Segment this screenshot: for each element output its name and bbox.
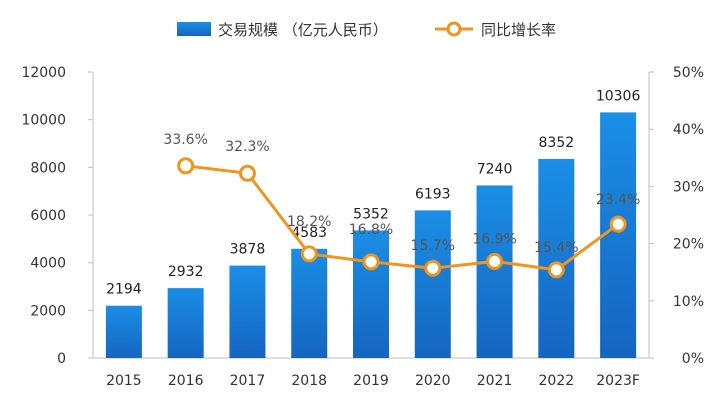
legend-line-label: 同比增长率 <box>481 21 556 39</box>
y-left-tick-label: 4000 <box>30 256 66 272</box>
growth-rate-point <box>424 259 442 277</box>
bar <box>600 112 637 359</box>
y-right-tick-label: 50% <box>673 65 704 81</box>
y-right-tick-label: 20% <box>673 237 704 253</box>
growth-rate-point <box>300 245 318 263</box>
bar-value-label: 6193 <box>415 186 451 202</box>
legend-bar-swatch <box>177 22 211 36</box>
growth-line <box>177 157 627 279</box>
growth-rate-label: 18.2% <box>287 214 331 230</box>
bar-value-label: 8352 <box>539 135 575 151</box>
x-tick-label: 2015 <box>106 373 142 389</box>
growth-rate-point <box>177 157 195 175</box>
growth-rate-point <box>362 253 380 271</box>
line-labels: 33.6% 32.3% 18.2% 16.8% 15.7% 16.9% 15.4% 23.4% <box>163 132 640 256</box>
bar-labels: 2194 2932 3878 4583 5352 6193 7240 8352 10306 <box>106 88 640 297</box>
growth-rate-label: 32.3% <box>225 139 269 155</box>
y-right-tick-label: 10% <box>673 294 704 310</box>
bar <box>167 288 204 358</box>
y-right-ticks: 0% 10% 20% 30% 40% 50% <box>649 65 704 367</box>
bar-value-label: 3878 <box>230 242 266 258</box>
x-tick-label: 2017 <box>230 373 266 389</box>
y-left-tick-label: 6000 <box>30 208 66 224</box>
bars <box>105 112 637 359</box>
growth-rate-point <box>547 261 565 279</box>
bar <box>229 265 266 358</box>
x-tick-label: 2016 <box>168 373 204 389</box>
growth-rate-point <box>609 215 627 233</box>
growth-rate-label: 15.7% <box>411 238 455 254</box>
bar <box>353 230 389 358</box>
y-left-tick-label: 12000 <box>21 65 66 81</box>
bar-value-label: 2932 <box>168 264 204 280</box>
y-right-tick-label: 0% <box>682 351 704 367</box>
bar <box>105 305 142 358</box>
y-right-tick-label: 40% <box>673 122 704 138</box>
bar-value-label: 2194 <box>106 282 142 298</box>
x-tick-label: 2019 <box>353 373 389 389</box>
growth-rate-label: 16.8% <box>349 222 393 238</box>
y-right-tick-label: 30% <box>673 179 704 195</box>
x-tick-label: 2020 <box>415 373 451 389</box>
growth-rate-point <box>238 164 256 182</box>
legend-line-marker <box>446 21 462 37</box>
y-left-tick-label: 8000 <box>30 160 66 176</box>
x-tick-label: 2022 <box>539 373 575 389</box>
x-tick-label: 2021 <box>477 373 513 389</box>
bar-value-label: 4583 <box>291 225 327 241</box>
legend-bar-label: 交易规模 （亿元人民币） <box>218 21 388 39</box>
y-left-tick-label: 10000 <box>21 113 66 129</box>
bar-value-label: 10306 <box>596 88 641 104</box>
growth-rate-point <box>486 252 504 270</box>
bar <box>291 248 328 358</box>
growth-rate-label: 23.4% <box>596 192 640 208</box>
growth-rate-label: 33.6% <box>163 132 207 148</box>
growth-rate-label: 16.9% <box>472 231 516 247</box>
y-left-tick-label: 0 <box>57 351 66 367</box>
bar <box>538 158 575 358</box>
bar-value-label: 5352 <box>353 206 389 222</box>
y-left-tick-label: 2000 <box>30 303 66 319</box>
bar-value-label: 7240 <box>477 161 513 177</box>
y-left-ticks: 0 2000 4000 6000 8000 10000 12000 <box>21 65 93 367</box>
growth-rate-label: 15.4% <box>534 240 578 256</box>
x-ticks: 2015 2016 2017 2018 2019 2020 2021 2022 2023F <box>106 373 640 389</box>
x-tick-label: 2018 <box>291 373 327 389</box>
bar <box>414 210 451 358</box>
bar <box>476 185 513 358</box>
growth-rate-line <box>185 164 620 272</box>
legend: 交易规模 （亿元人民币） 同比增长率 <box>177 21 556 39</box>
x-tick-label: 2023F <box>596 373 640 389</box>
